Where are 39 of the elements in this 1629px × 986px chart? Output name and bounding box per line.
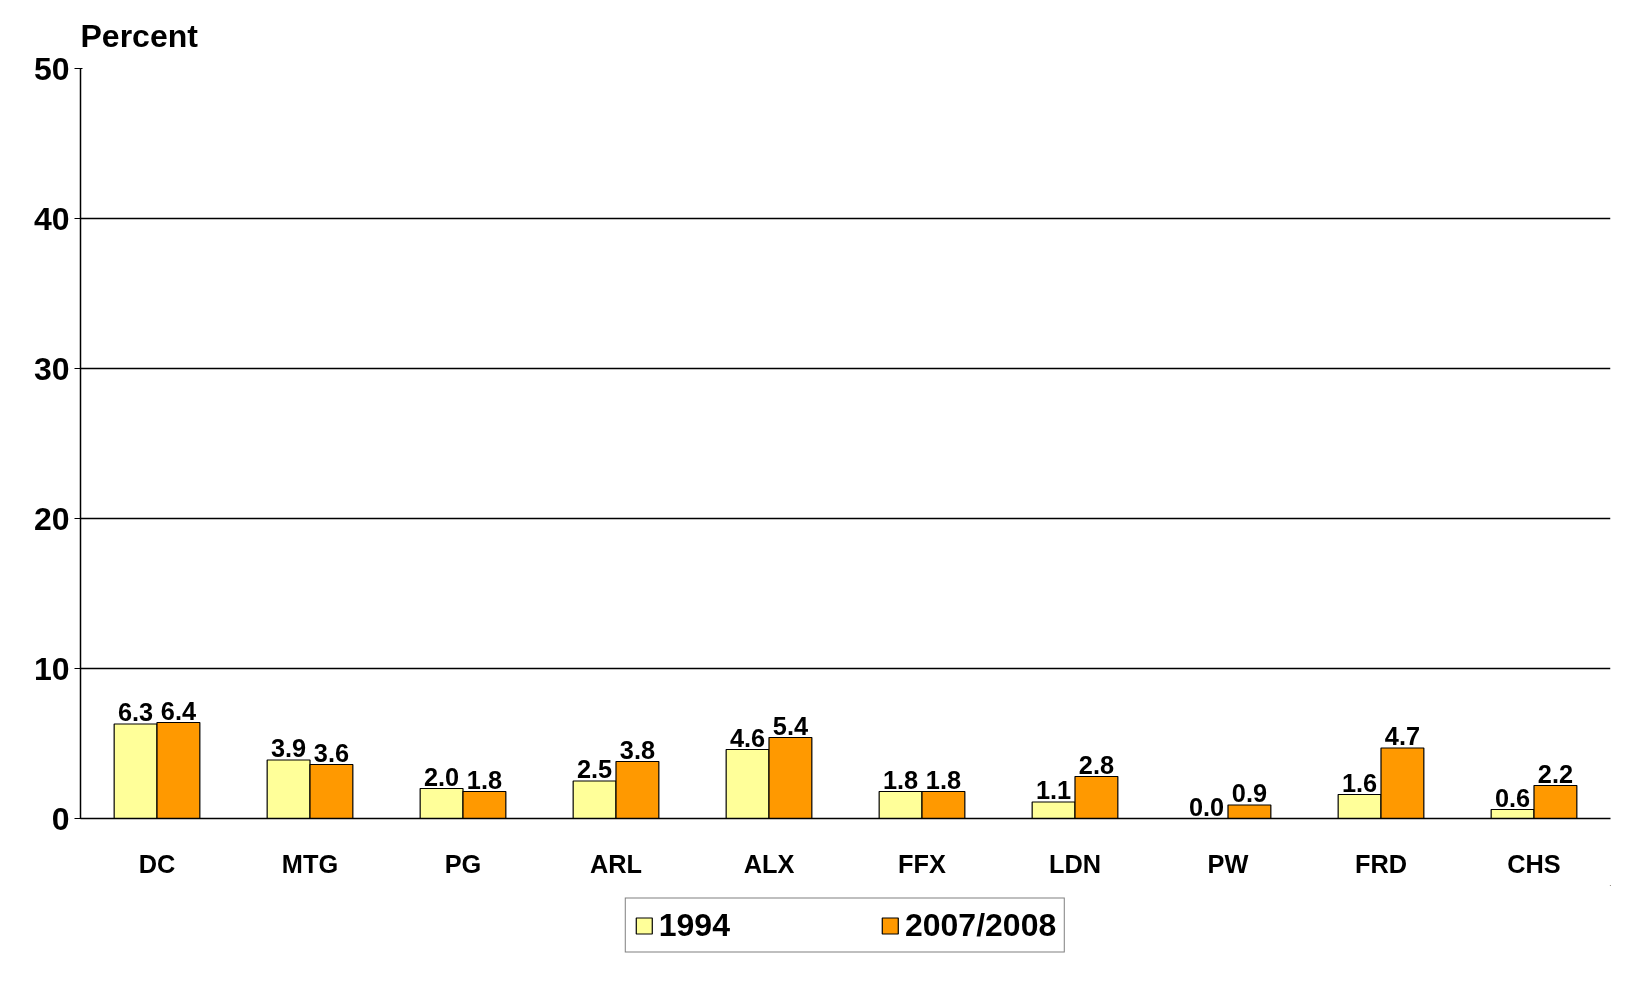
data-label: 5.4 [772, 711, 809, 740]
x-tick-label: ARL [589, 849, 643, 878]
data-label: 4.6 [729, 723, 766, 752]
x-tick-label: ALX [743, 849, 795, 878]
y-axis-title: Percent [80, 17, 199, 54]
y-tick-label: 0 [51, 800, 70, 837]
data-label: 1.1 [1035, 776, 1072, 804]
data-label: 0.9 [1231, 779, 1268, 807]
y-tick-label: 20 [33, 500, 70, 537]
data-label: 6.3 [117, 698, 154, 726]
data-label: 2.0 [423, 762, 460, 791]
data-label: 1.8 [925, 765, 962, 794]
data-label: 4.7 [1384, 722, 1421, 750]
data-label: 3.8 [619, 735, 656, 764]
data-label: 2.2 [1537, 759, 1574, 788]
y-tick-label: 50 [33, 50, 70, 87]
x-tick-label: MTG [281, 849, 339, 878]
x-tick-label: FRD [1354, 849, 1408, 878]
x-tick-label: DC [138, 849, 176, 878]
data-label: 1.8 [882, 765, 919, 794]
data-label: 0.6 [1494, 783, 1531, 812]
legend-label: 2007/2008 [904, 906, 1057, 944]
x-tick-label: FFX [898, 849, 947, 878]
data-label: 0.0 [1188, 792, 1225, 821]
x-tick-label: CHS [1507, 849, 1561, 878]
data-label: 6.4 [160, 696, 197, 725]
x-tick-label: PG [444, 849, 482, 878]
data-label: 2.8 [1078, 750, 1115, 779]
y-tick-label: 10 [33, 650, 70, 687]
x-tick-label: PW [1207, 849, 1249, 878]
data-label: 1.8 [466, 765, 503, 794]
x-tick-label: LDN [1048, 849, 1102, 878]
legend-label: 1994 [658, 906, 730, 944]
data-label: 1.6 [1341, 768, 1378, 797]
data-label: 3.9 [270, 734, 307, 762]
y-tick-label: 30 [33, 350, 70, 387]
data-label: 2.5 [576, 755, 613, 783]
y-tick-label: 40 [33, 200, 70, 237]
data-label: 3.6 [313, 738, 350, 767]
